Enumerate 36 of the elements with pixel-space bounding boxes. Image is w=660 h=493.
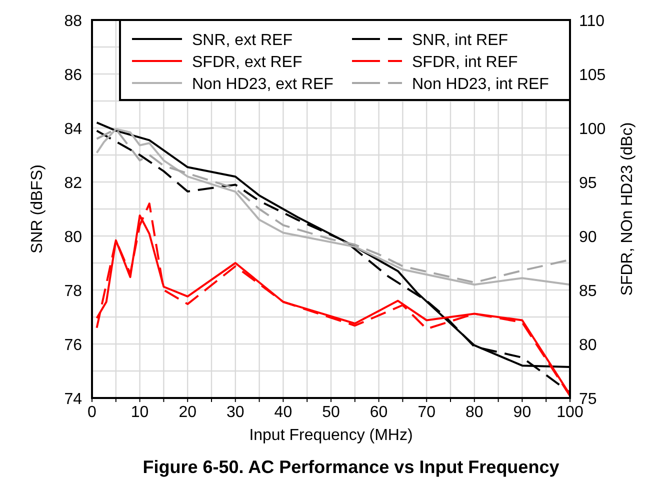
y-tick-label: 74	[64, 391, 82, 408]
x-tick-label: 0	[88, 404, 97, 421]
legend-label: SNR, int REF	[412, 32, 508, 49]
y-tick-label: 82	[64, 175, 82, 192]
y-tick-label: 88	[64, 13, 82, 30]
legend-label: SFDR, ext REF	[192, 54, 302, 71]
legend-label: Non HD23, ext REF	[192, 76, 334, 93]
legend-label: SFDR, int REF	[412, 54, 518, 71]
y-tick-label: 84	[64, 121, 82, 138]
y2-tick-label: 90	[579, 229, 597, 246]
y2-tick-label: 95	[579, 175, 597, 192]
x-tick-label: 70	[418, 404, 436, 421]
x-tick-label: 80	[466, 404, 484, 421]
x-tick-label: 50	[322, 404, 340, 421]
legend-label: SNR, ext REF	[192, 32, 293, 49]
y2-tick-label: 80	[579, 337, 597, 354]
y2-axis-title: SFDR, NOn HD23 (dBc)	[619, 122, 636, 296]
y2-tick-label: 110	[579, 13, 605, 30]
x-tick-label: 60	[370, 404, 388, 421]
x-tick-label: 10	[130, 404, 149, 421]
y2-tick-label: 105	[579, 67, 606, 84]
text: Figure 6-50. AC Performance vs Input Frequency	[142, 457, 560, 477]
y-axis-title: SNR (dBFS)	[29, 164, 46, 254]
x-tick-label: 40	[274, 404, 292, 421]
x-tick-label: 100	[556, 404, 584, 421]
y-tick-label: 76	[64, 337, 82, 354]
y-tick-label: 78	[64, 283, 82, 300]
x-tick-label: 20	[178, 404, 197, 421]
y2-tick-label: 100	[579, 121, 606, 138]
x-tick-label: 90	[513, 404, 532, 421]
y-tick-label: 80	[64, 229, 82, 246]
x-axis-title: Input Frequency (MHz)	[249, 427, 413, 444]
x-tick-label: 30	[226, 404, 244, 421]
y2-tick-label: 85	[579, 283, 597, 300]
legend-label: Non HD23, int REF	[412, 76, 550, 93]
y-tick-label: 86	[64, 67, 82, 84]
